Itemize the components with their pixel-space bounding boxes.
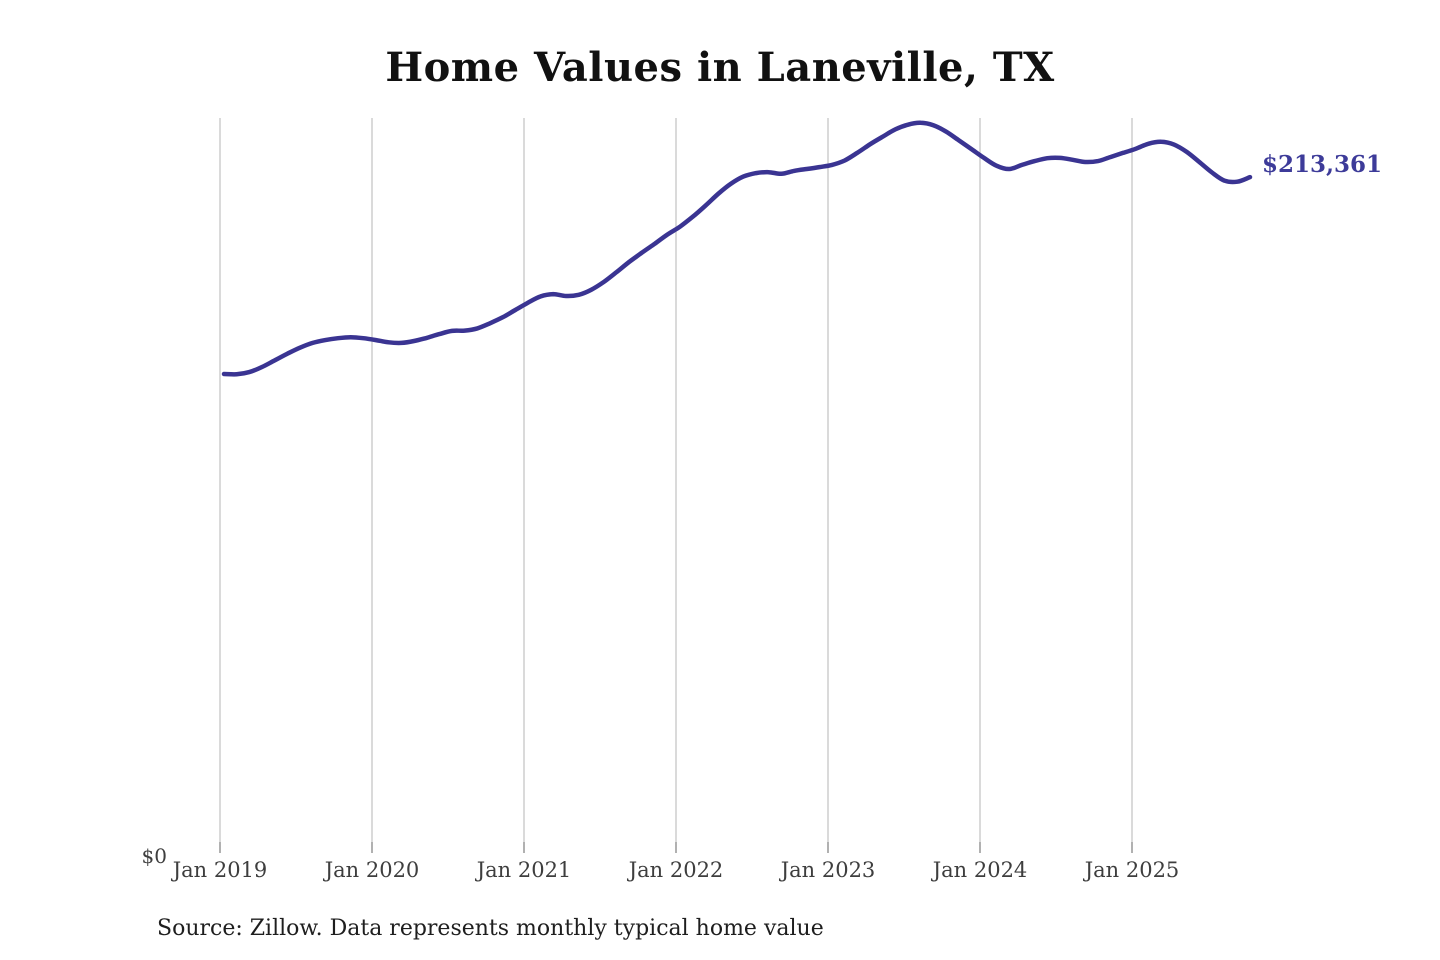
x-tick-label: Jan 2021 [476, 858, 572, 882]
chart-title: Home Values in Laneville, TX [385, 44, 1055, 91]
x-tick-label: Jan 2022 [628, 858, 724, 882]
home-value-line [221, 120, 1253, 377]
x-tick-label: Jan 2020 [324, 858, 420, 882]
x-tick-label: Jan 2023 [780, 858, 876, 882]
x-tick-label: Jan 2024 [932, 858, 1028, 882]
y-zero-label: $0 [141, 844, 167, 868]
x-tick-label: Jan 2025 [1084, 858, 1180, 882]
source-note: Source: Zillow. Data represents monthly … [157, 916, 824, 941]
end-value-label: $213,361 [1262, 151, 1383, 178]
x-tick-label: Jan 2019 [172, 858, 268, 882]
